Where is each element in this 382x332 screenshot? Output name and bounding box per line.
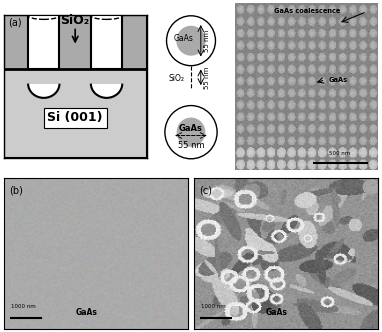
Circle shape (176, 26, 206, 56)
Bar (28, 68, 60, 84)
Text: Si (001): Si (001) (47, 111, 103, 124)
Text: 1000 nm: 1000 nm (201, 304, 226, 309)
Text: 500 nm: 500 nm (329, 151, 350, 156)
Bar (28, 15, 60, 69)
Text: (a): (a) (8, 17, 22, 27)
Bar (4, 69, 147, 158)
Bar (4, 15, 147, 69)
Text: 55 nm: 55 nm (178, 141, 204, 150)
Circle shape (167, 16, 215, 66)
Text: GaAs: GaAs (179, 124, 203, 132)
Circle shape (165, 106, 217, 159)
Text: GaAs: GaAs (76, 307, 98, 317)
Bar (91, 15, 122, 69)
Text: (c): (c) (199, 185, 212, 195)
Text: GaAs coalescence: GaAs coalescence (274, 8, 340, 14)
Ellipse shape (28, 69, 60, 98)
Text: 1000 nm: 1000 nm (11, 304, 36, 309)
Text: SiO₂: SiO₂ (61, 14, 90, 27)
Text: GaAs: GaAs (266, 307, 288, 317)
Circle shape (176, 118, 206, 147)
Text: GaAs: GaAs (174, 34, 194, 43)
Text: GaAs: GaAs (328, 77, 347, 83)
Text: (b): (b) (9, 185, 23, 195)
Bar (91, 68, 122, 84)
Text: 55 nm: 55 nm (204, 67, 210, 89)
Text: 55 nm: 55 nm (204, 30, 210, 52)
Ellipse shape (91, 69, 122, 98)
Text: SiO₂: SiO₂ (168, 74, 185, 83)
